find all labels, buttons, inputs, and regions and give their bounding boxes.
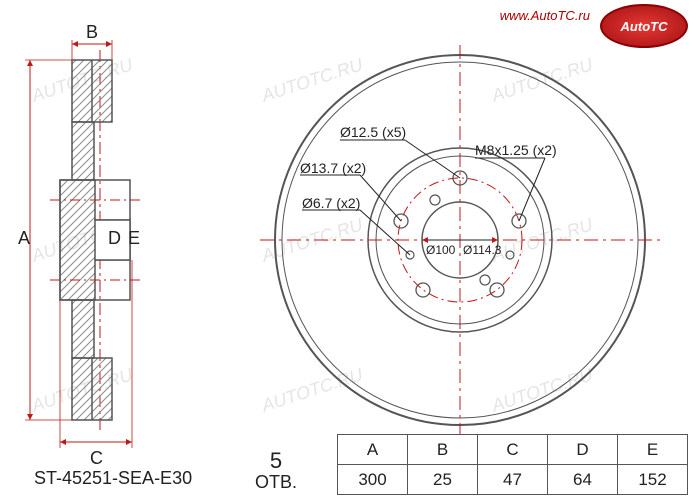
dim-label-a: A <box>18 228 30 249</box>
table-row: 300 25 47 64 152 <box>338 465 688 495</box>
td-c: 47 <box>478 465 548 495</box>
front-view <box>260 45 660 435</box>
td-a: 300 <box>338 465 408 495</box>
part-number: ST-45251-SEA-E30 <box>34 468 192 489</box>
dim-label-b: B <box>86 22 98 43</box>
table-row: A B C D E <box>338 435 688 465</box>
th-a: A <box>338 435 408 465</box>
th-c: C <box>478 435 548 465</box>
td-b: 25 <box>408 465 478 495</box>
callout-bolt-hole: Ø12.5 (x5) <box>340 124 406 140</box>
hole-count-label: ОТВ. <box>255 473 297 493</box>
hole-count-num: 5 <box>255 449 297 473</box>
hole-count: 5 ОТВ. <box>255 449 297 493</box>
callout-d100: Ø100 <box>426 243 455 257</box>
callout-d137: Ø13.7 (x2) <box>300 160 366 176</box>
callout-d1143: Ø114.3 <box>463 243 501 257</box>
section-view <box>25 40 140 448</box>
callout-thread: M8x1.25 (x2) <box>475 142 557 158</box>
callout-d67: Ø6.7 (x2) <box>302 195 360 211</box>
th-e: E <box>618 435 688 465</box>
dimension-table: A B C D E 300 25 47 64 152 <box>337 434 688 495</box>
td-e: 152 <box>618 465 688 495</box>
th-b: B <box>408 435 478 465</box>
th-d: D <box>548 435 618 465</box>
dim-label-d: D <box>108 228 121 249</box>
td-d: 64 <box>548 465 618 495</box>
dim-label-e: E <box>128 228 140 249</box>
technical-drawing <box>0 0 700 501</box>
dim-label-c: C <box>90 448 103 469</box>
